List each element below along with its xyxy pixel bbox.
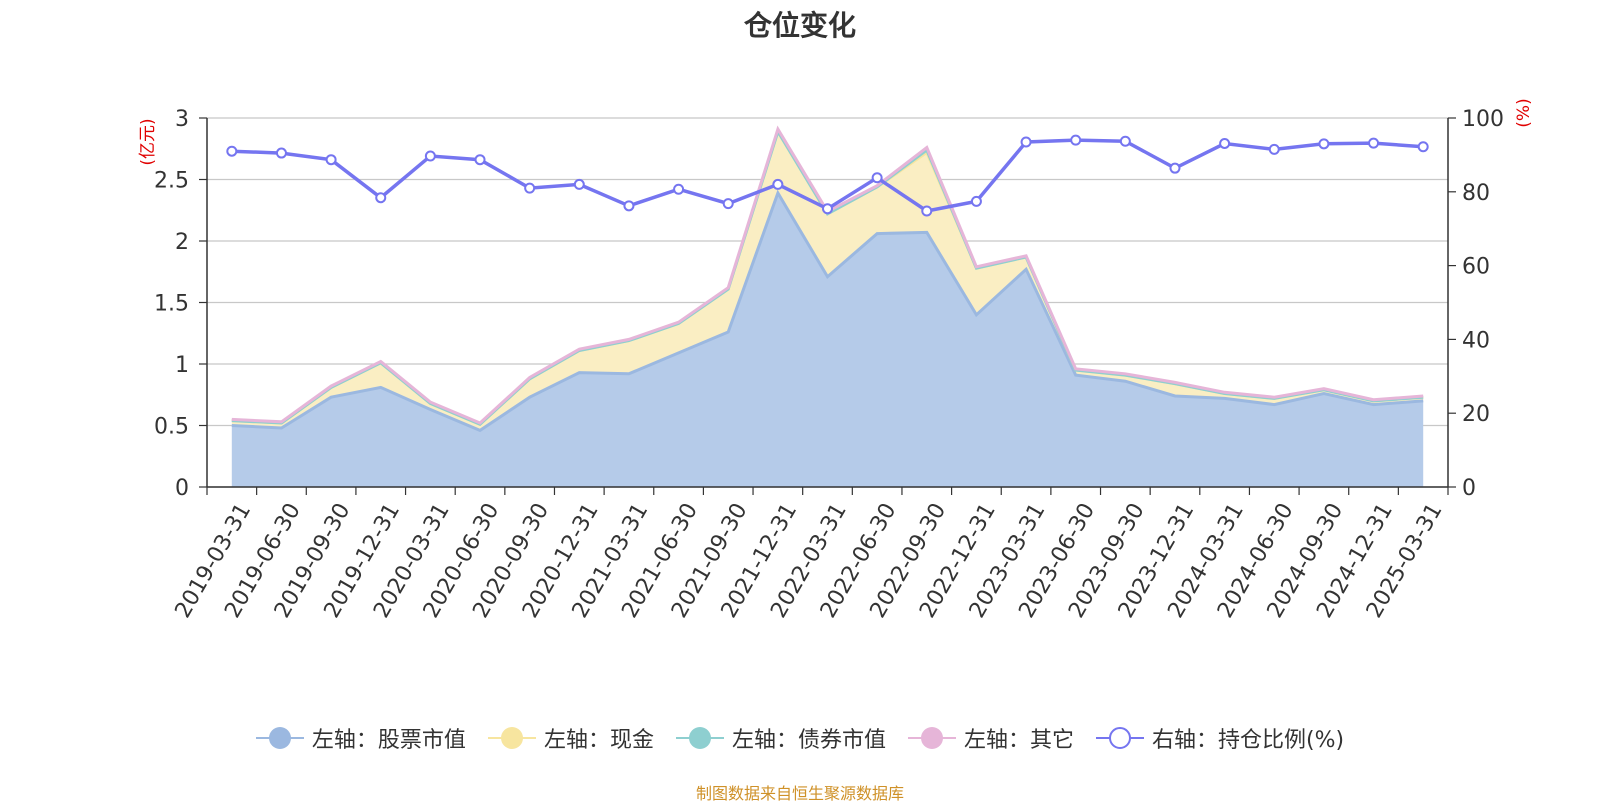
legend-item[interactable]: 右轴：持仓比例(%)	[1095, 722, 1345, 754]
left-axis-tick-label: 2.5	[154, 169, 189, 194]
right-axis-tick-label: 0	[1462, 476, 1476, 501]
ratio-point	[921, 205, 933, 217]
area-0	[231, 193, 1424, 487]
ratio-point	[1070, 134, 1082, 146]
legend-label: 左轴：股票市值	[311, 728, 466, 753]
right-axis-tick-label: 20	[1462, 402, 1490, 427]
left-axis-tick-label: 0	[175, 476, 189, 501]
legend-label: 左轴：现金	[543, 728, 654, 753]
legend-marker	[675, 725, 724, 751]
ratio-point	[1219, 137, 1231, 149]
ratio-point	[524, 182, 536, 194]
ratio-point	[871, 172, 883, 184]
legend-item[interactable]: 左轴：债券市值	[675, 722, 886, 754]
ratio-point	[1169, 162, 1181, 174]
chart-title: 仓位变化	[743, 9, 856, 42]
ratio-point	[1119, 135, 1131, 147]
ratio-point	[1318, 138, 1330, 150]
left-axis-unit: (亿元)	[138, 118, 158, 165]
legend-item[interactable]: 左轴：现金	[487, 722, 654, 754]
ratio-point	[772, 178, 784, 190]
ratio-point	[1417, 141, 1429, 153]
ratio-point	[970, 195, 982, 207]
legend-marker	[907, 725, 956, 751]
legend-item[interactable]: 左轴：其它	[907, 722, 1074, 754]
right-axis-tick-label: 60	[1462, 255, 1490, 280]
left-axis-tick-label: 2	[175, 230, 189, 255]
left-axis-tick-label: 1	[175, 353, 189, 378]
source-note: 制图数据来自恒生聚源数据库	[695, 784, 904, 803]
ratio-point	[226, 145, 238, 157]
left-axis-tick-label: 1.5	[154, 292, 189, 317]
chart-legend: 左轴：股票市值 左轴：现金 左轴：债券市值 左轴：其它 右轴：持仓比例(%)	[0, 720, 1600, 756]
ratio-point	[275, 147, 287, 159]
right-axis-tick-label: 40	[1462, 328, 1490, 353]
right-axis-tick-label: 100	[1462, 107, 1504, 132]
ratio-point	[424, 150, 436, 162]
ratio-point	[623, 200, 635, 212]
ratio-point	[1368, 137, 1380, 149]
ratio-point	[822, 203, 833, 215]
ratio-point	[1020, 136, 1032, 148]
right-axis-tick-label: 80	[1462, 181, 1490, 206]
legend-marker	[255, 725, 304, 751]
legend-label: 左轴：其它	[963, 728, 1074, 753]
legend-marker	[1095, 725, 1144, 751]
series-line-0	[231, 189, 1424, 433]
ratio-point	[722, 198, 734, 210]
ratio-point	[325, 154, 337, 166]
legend-label: 左轴：债券市值	[731, 728, 886, 753]
legend-label: 右轴：持仓比例(%)	[1151, 728, 1345, 753]
ratio-point	[1268, 143, 1280, 155]
legend-item[interactable]: 左轴：股票市值	[255, 722, 466, 754]
ratio-line	[231, 138, 1424, 213]
legend-marker	[487, 725, 536, 751]
ratio-point	[474, 154, 486, 166]
ratio-point	[573, 178, 585, 190]
ratio-point	[375, 192, 387, 204]
left-axis-tick-label: 3	[175, 107, 189, 132]
left-axis-tick-label: 0.5	[154, 415, 189, 440]
right-axis-unit: (%)	[1514, 98, 1534, 127]
ratio-point	[673, 183, 685, 195]
